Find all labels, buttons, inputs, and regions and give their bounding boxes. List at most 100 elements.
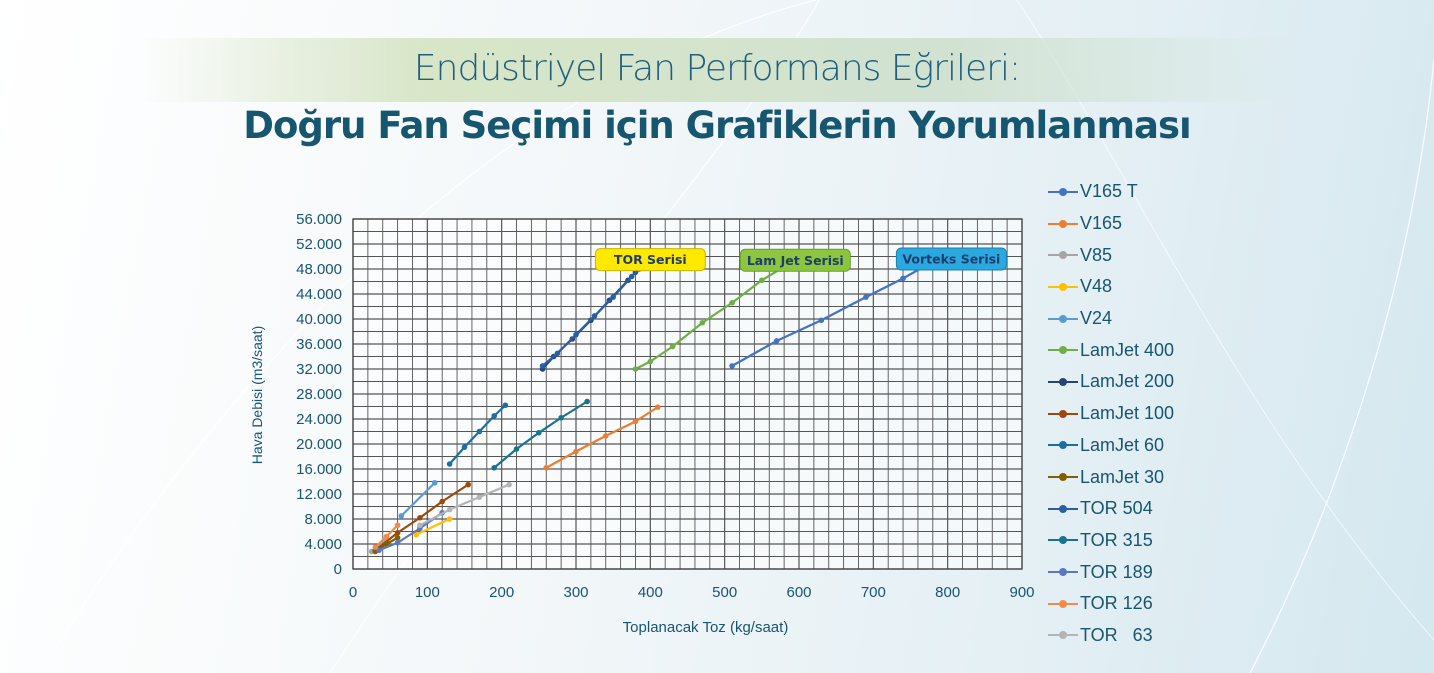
series-point xyxy=(446,506,453,513)
legend-swatch xyxy=(1048,376,1078,388)
y-tick-label: 16.000 xyxy=(296,461,342,478)
series-point xyxy=(632,366,639,372)
series-point xyxy=(602,433,609,439)
series-point xyxy=(376,547,382,554)
y-tick-label: 8.000 xyxy=(304,511,342,528)
series-point xyxy=(506,481,512,488)
legend-item: TOR 315 xyxy=(1048,525,1174,557)
y-tick-label: 52.000 xyxy=(296,236,342,253)
series-point xyxy=(383,541,390,547)
legend-swatch xyxy=(1048,313,1078,325)
legend-item: V165 T xyxy=(1048,176,1174,208)
legend-item: V48 xyxy=(1048,271,1174,303)
y-tick-label: 36.000 xyxy=(296,336,342,353)
series-point xyxy=(647,358,654,365)
series-point xyxy=(513,446,520,452)
series-point xyxy=(491,464,498,471)
y-tick-label: 40.000 xyxy=(296,311,342,328)
x-tick-label: 600 xyxy=(786,584,811,601)
legend-label: LamJet 100 xyxy=(1080,403,1175,424)
y-tick-label: 48.000 xyxy=(296,261,342,278)
y-tick-label: 32.000 xyxy=(296,361,342,378)
y-tick-label: 28.000 xyxy=(296,386,342,403)
series-point xyxy=(539,363,546,369)
series-point xyxy=(536,429,542,436)
series-point xyxy=(394,534,401,541)
x-tick-label: 700 xyxy=(861,584,886,601)
y-tick-label: 4.000 xyxy=(304,536,342,553)
legend-label: V165 T xyxy=(1080,181,1138,202)
x-tick-label: 200 xyxy=(489,584,514,601)
y-tick-label: 44.000 xyxy=(296,286,342,303)
series-point xyxy=(446,516,453,522)
series-point xyxy=(759,277,765,284)
series-point xyxy=(573,448,579,455)
x-axis-title: Toplanacak Toz (kg/saat) xyxy=(623,619,789,636)
legend-label: TOR 189 xyxy=(1080,561,1153,582)
page-title: Endüstriyel Fan Performans Eğrileri: xyxy=(413,48,1021,89)
series-point xyxy=(729,363,735,369)
legend-label: V48 xyxy=(1080,276,1113,297)
series-point xyxy=(558,414,564,421)
y-tick-label: 24.000 xyxy=(296,411,342,428)
series-point xyxy=(417,522,423,529)
legend-swatch xyxy=(1048,566,1078,578)
annotation-badge xyxy=(594,248,706,272)
series-point xyxy=(632,418,639,425)
x-tick-label: 0 xyxy=(349,584,357,601)
series-point xyxy=(383,533,390,540)
y-tick-label: 56.000 xyxy=(296,211,342,228)
series-point xyxy=(610,294,616,300)
x-tick-label: 100 xyxy=(415,584,440,601)
series-point xyxy=(863,294,869,300)
chart-legend: V165 T V165 V85 V48 V24 LamJet 400 LamJet 200 L… xyxy=(1048,176,1174,651)
series-point xyxy=(491,413,498,419)
series-point xyxy=(543,464,550,471)
legend-item: V165 xyxy=(1048,208,1174,240)
series-point xyxy=(394,522,401,529)
series-point xyxy=(818,317,825,324)
series-point xyxy=(502,402,509,409)
legend-item: TOR 504 xyxy=(1048,493,1174,525)
legend-swatch xyxy=(1048,186,1078,198)
legend-item: LamJet 60 xyxy=(1048,430,1174,462)
series-point xyxy=(573,331,579,338)
legend-swatch xyxy=(1048,281,1078,293)
x-tick-label: 800 xyxy=(935,584,960,601)
legend-item: TOR 63 xyxy=(1048,620,1174,652)
series-line xyxy=(415,518,451,536)
legend-item: TOR 126 xyxy=(1048,588,1174,620)
legend-label: V165 xyxy=(1080,213,1123,234)
series-point xyxy=(729,299,735,306)
series-point xyxy=(628,273,635,280)
series-point xyxy=(465,481,472,488)
legend-swatch xyxy=(1048,598,1078,610)
legend-label: LamJet 400 xyxy=(1080,339,1175,360)
legend-item: LamJet 30 xyxy=(1048,461,1174,493)
annotation-badge xyxy=(739,248,851,272)
legend-swatch xyxy=(1048,534,1078,546)
series-point xyxy=(394,539,401,546)
legend-label: TOR 504 xyxy=(1080,498,1153,519)
series-point xyxy=(413,531,419,538)
legend-label: V24 xyxy=(1080,308,1113,329)
legend-swatch xyxy=(1048,218,1078,230)
series-point xyxy=(398,513,405,519)
series-point xyxy=(669,343,676,350)
title-band xyxy=(140,38,1300,102)
legend-swatch xyxy=(1048,471,1078,483)
series-line xyxy=(400,481,436,517)
legend-label: TOR 126 xyxy=(1080,593,1153,614)
y-tick-label: 12.000 xyxy=(296,486,342,503)
y-tick-label: 0 xyxy=(334,561,342,578)
series-point xyxy=(394,529,401,536)
legend-swatch xyxy=(1048,344,1078,356)
series-point xyxy=(461,444,468,450)
legend-label: V85 xyxy=(1080,244,1113,265)
series-point xyxy=(554,350,561,357)
legend-swatch xyxy=(1048,249,1078,261)
annotation-label: Vorteks Serisi xyxy=(902,252,1000,267)
series-line xyxy=(731,264,926,367)
legend-item: LamJet 200 xyxy=(1048,366,1174,398)
